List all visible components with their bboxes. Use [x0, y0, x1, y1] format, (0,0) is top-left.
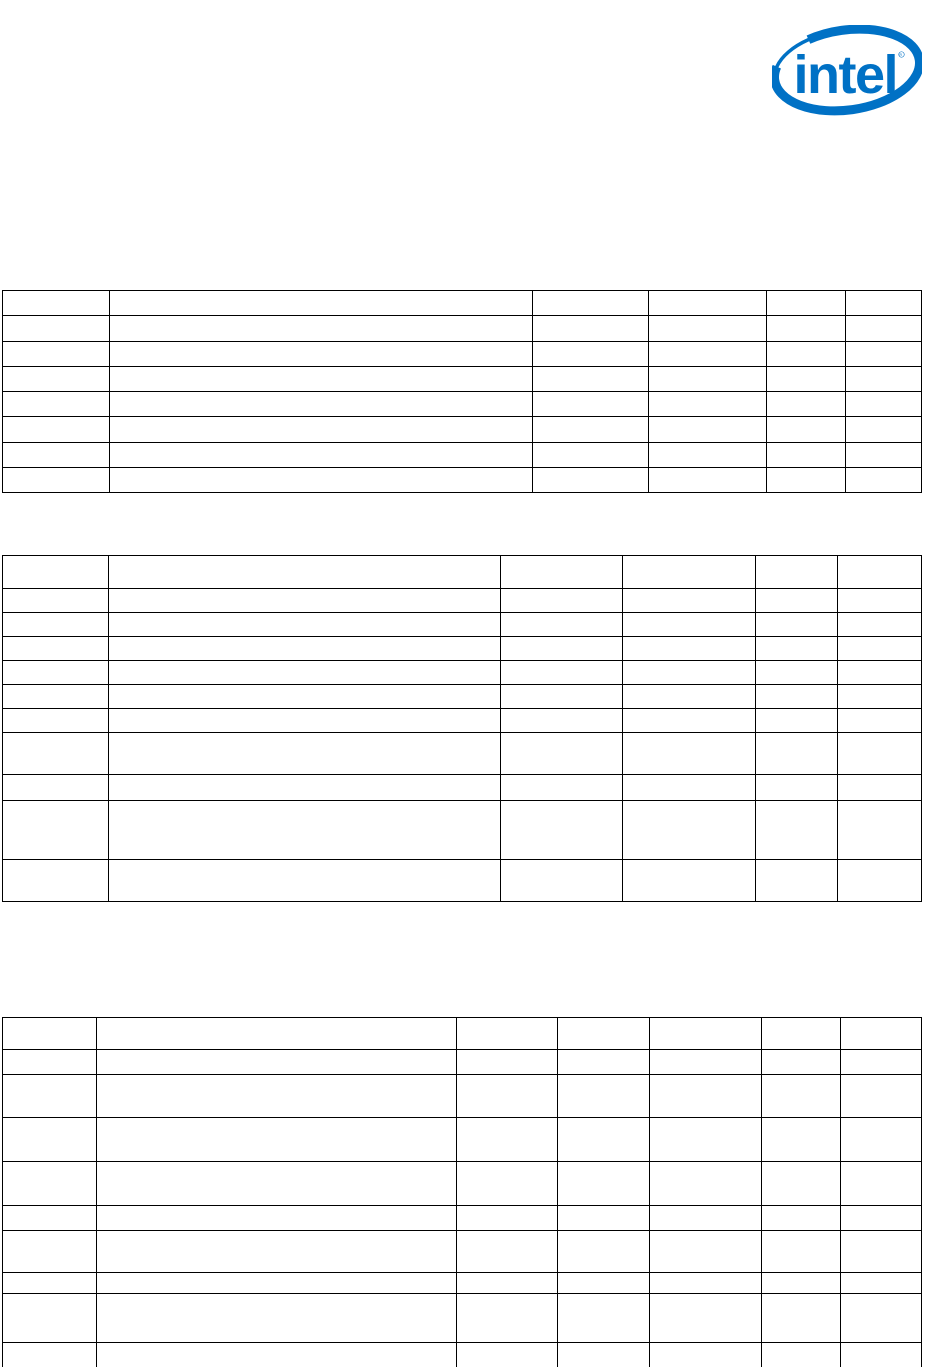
svg-text:R: R: [900, 53, 903, 57]
svg-text:intel: intel: [794, 45, 898, 105]
